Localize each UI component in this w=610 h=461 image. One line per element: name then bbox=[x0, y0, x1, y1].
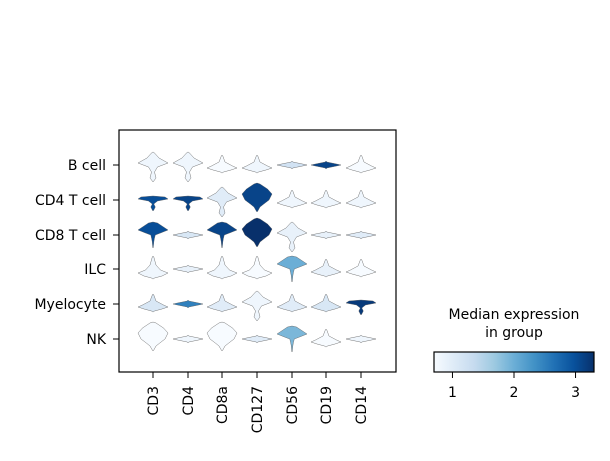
violin-cd8-t-cell-cd56 bbox=[276, 221, 308, 253]
x-tick-label: CD56 bbox=[285, 386, 301, 424]
violin-nk-cd127 bbox=[241, 334, 273, 344]
y-tick-label: ILC bbox=[84, 262, 106, 278]
violin-cd8-t-cell-cd19 bbox=[310, 230, 342, 240]
violin-cd4-t-cell-cd14 bbox=[345, 189, 377, 209]
colorbar-gradient bbox=[433, 351, 595, 373]
violin-myelocyte-cd3 bbox=[137, 293, 169, 313]
x-tick-label: CD19 bbox=[319, 386, 335, 424]
violin-ilc-cd127 bbox=[241, 255, 273, 280]
violin-cd4-t-cell-cd19 bbox=[310, 189, 342, 209]
violin-b-cell-cd3 bbox=[137, 151, 169, 183]
violin-ilc-cd3 bbox=[137, 255, 169, 280]
violin-b-cell-cd19 bbox=[310, 160, 342, 170]
violin-myelocyte-cd56 bbox=[276, 293, 308, 313]
violin-myelocyte-cd8a bbox=[206, 293, 238, 313]
y-tick-label: CD8 T cell bbox=[35, 228, 106, 244]
y-tick-label: Myelocyte bbox=[34, 297, 106, 313]
violin-b-cell-cd4 bbox=[172, 151, 204, 183]
x-tick-label: CD4 bbox=[181, 386, 197, 416]
violin-ilc-cd4 bbox=[172, 264, 204, 274]
violin-cd4-t-cell-cd8a bbox=[206, 186, 238, 218]
violin-myelocyte-cd14 bbox=[345, 299, 377, 316]
violin-nk-cd4 bbox=[172, 334, 204, 344]
violin-nk-cd56 bbox=[276, 325, 308, 353]
violin-ilc-cd56 bbox=[276, 255, 308, 283]
colorbar-tick-label: 2 bbox=[510, 385, 519, 401]
colorbar-title: Median expression in group bbox=[449, 307, 580, 341]
violin-ilc-cd19 bbox=[310, 258, 342, 278]
violin-cd8-t-cell-cd4 bbox=[172, 230, 204, 240]
x-tick-label: CD127 bbox=[250, 386, 266, 433]
violin-cd4-t-cell-cd127 bbox=[241, 182, 273, 213]
x-tick-label: CD3 bbox=[146, 386, 162, 415]
x-tick-label: CD14 bbox=[354, 386, 370, 424]
violin-ilc-cd14 bbox=[345, 258, 377, 278]
y-tick-label: CD4 T cell bbox=[35, 193, 106, 209]
y-tick-label: NK bbox=[86, 332, 106, 348]
colorbar: Median expression in group 1 2 3 bbox=[433, 307, 595, 401]
x-tick-label: CD8a bbox=[215, 386, 231, 424]
violin-nk-cd3 bbox=[137, 321, 169, 352]
violin-nk-cd14 bbox=[345, 334, 377, 344]
violin-ilc-cd8a bbox=[206, 255, 238, 280]
violin-cd4-t-cell-cd56 bbox=[276, 189, 308, 209]
violin-cd8-t-cell-cd3 bbox=[137, 221, 169, 249]
violin-cd8-t-cell-cd14 bbox=[345, 230, 377, 240]
y-axis: B cell CD4 T cell CD8 T cell ILC Myelocyte NK bbox=[34, 158, 119, 348]
violin-b-cell-cd14 bbox=[345, 154, 377, 174]
violin-nk-cd19 bbox=[310, 328, 342, 348]
violin-b-cell-cd8a bbox=[206, 154, 238, 174]
violin-nk-cd8a bbox=[206, 321, 238, 352]
violin-cd4-t-cell-cd4 bbox=[172, 195, 204, 212]
x-axis: CD3 CD4 CD8a CD127 CD56 CD19 CD14 bbox=[146, 372, 370, 433]
violin-cd8-t-cell-cd8a bbox=[206, 221, 238, 249]
violin-myelocyte-cd127 bbox=[241, 290, 273, 322]
violin-cd8-t-cell-cd127 bbox=[241, 217, 273, 248]
colorbar-tick-label: 1 bbox=[448, 385, 457, 401]
violin-cd4-t-cell-cd3 bbox=[137, 195, 169, 212]
violin-layer bbox=[137, 151, 377, 353]
colorbar-tick-label: 3 bbox=[571, 385, 580, 401]
violin-myelocyte-cd19 bbox=[310, 293, 342, 313]
violin-b-cell-cd127 bbox=[241, 154, 273, 174]
violin-b-cell-cd56 bbox=[276, 160, 308, 170]
violin-myelocyte-cd4 bbox=[172, 299, 204, 309]
y-tick-label: B cell bbox=[68, 158, 106, 174]
